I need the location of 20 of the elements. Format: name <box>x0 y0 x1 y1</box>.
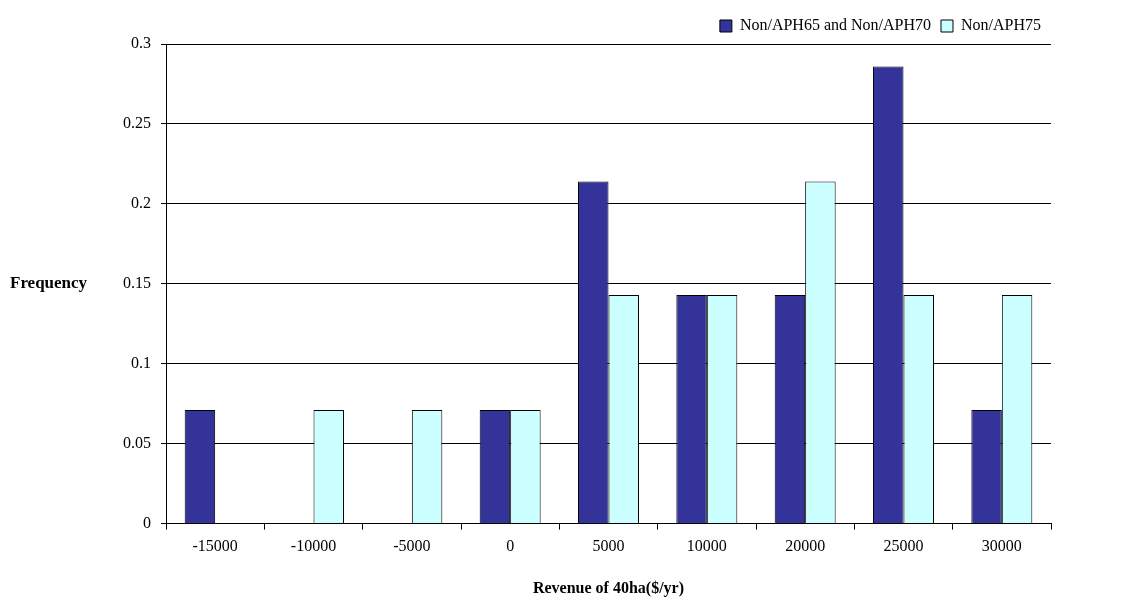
x-tick-label: -10000 <box>290 537 337 555</box>
x-tick-label: 20000 <box>785 537 826 555</box>
y-tick-label: 0.3 <box>131 34 151 52</box>
x-tick-label: 5000 <box>592 537 625 555</box>
x-axis-title: Revenue of 40ha($/yr) <box>532 578 685 597</box>
y-tick-label: 0.15 <box>123 274 151 291</box>
legend-label: Non/APH75 <box>960 16 1042 34</box>
x-tick-label: -15000 <box>192 537 238 555</box>
x-tick-label: 25000 <box>883 537 924 555</box>
y-tick-label: 0 <box>143 513 151 531</box>
x-tick-label: 30000 <box>981 537 1022 555</box>
legend-label: Non/APH65 and Non/APH70 <box>739 16 931 34</box>
y-tick-label: 0.25 <box>123 114 151 132</box>
x-tick-label: -5000 <box>393 537 431 555</box>
x-tick-label: 10000 <box>686 537 727 555</box>
y-axis-title: Frequency <box>10 273 88 293</box>
y-tick-label: 0.05 <box>123 433 151 451</box>
y-tick-label: 0.1 <box>131 353 151 371</box>
x-tick-label: 0 <box>506 537 515 555</box>
y-tick-label: 0.2 <box>131 194 151 212</box>
